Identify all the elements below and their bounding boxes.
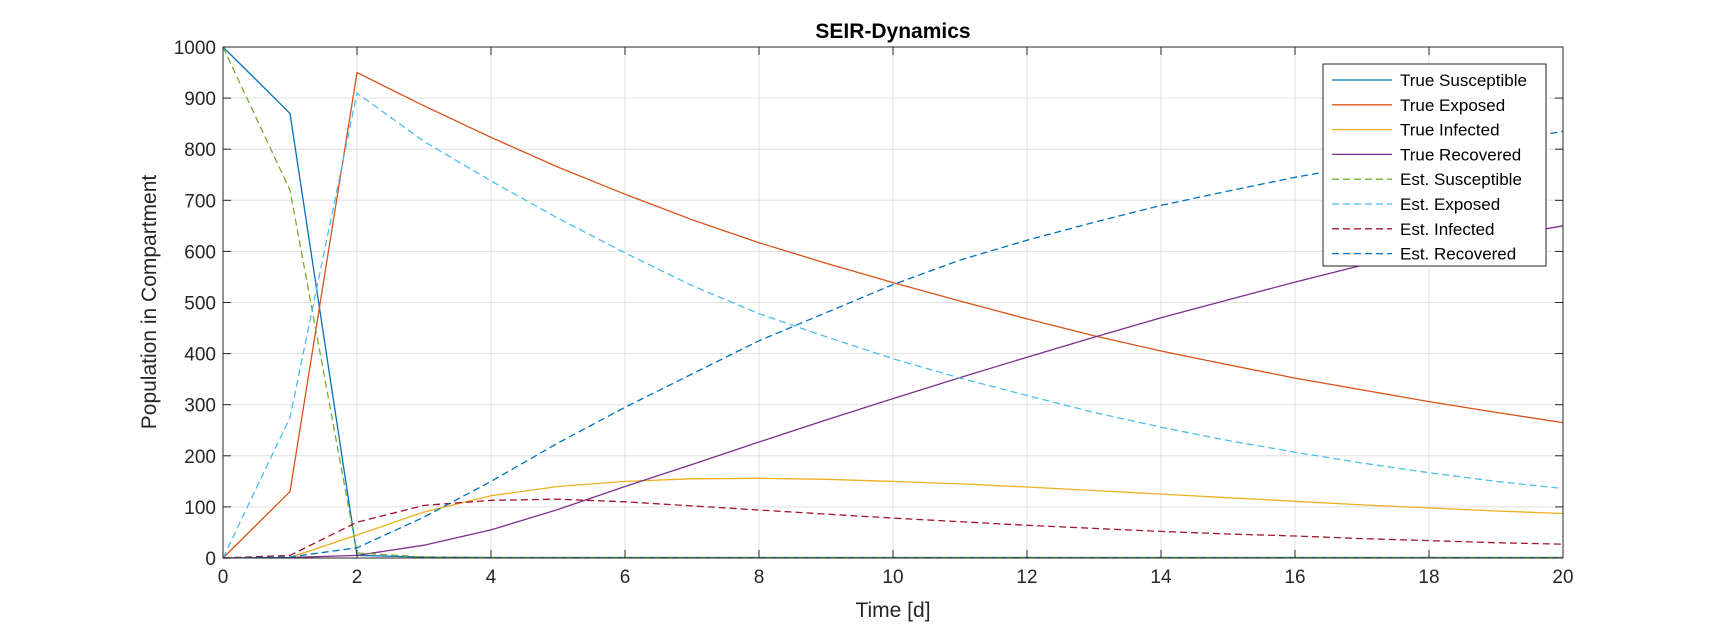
x-axis-label: Time [d]	[855, 599, 930, 622]
legend-label-est-recovered: Est. Recovered	[1400, 245, 1516, 264]
legend-label-est-exposed: Est. Exposed	[1400, 195, 1500, 214]
chart-title: SEIR-Dynamics	[815, 20, 970, 43]
y-tick-label: 700	[184, 191, 216, 212]
y-tick-label: 200	[184, 447, 216, 468]
x-tick-label: 14	[1150, 567, 1172, 588]
x-tick-label: 18	[1418, 567, 1439, 588]
legend: True Susceptible True Exposed True Infecte…	[1322, 63, 1547, 267]
x-tick-label: 2	[352, 567, 363, 588]
legend-label-true-recovered: True Recovered	[1400, 145, 1521, 164]
legend-box	[1322, 63, 1547, 267]
x-tick-label: 20	[1552, 567, 1573, 588]
y-tick-labels: 0 100 200 300 400 500 600 700 800 900 1000	[174, 38, 216, 570]
x-tick-label: 6	[620, 567, 631, 588]
series-line-true-recovered	[222, 225, 1564, 559]
y-tick-label: 400	[184, 345, 216, 366]
x-tick-labels: 0 2 4 6 8 10 12 14 16 18 20	[218, 567, 1574, 588]
x-tick-label: 8	[754, 567, 765, 588]
series-line-est-exposed	[222, 92, 1564, 559]
series-line-true-exposed	[222, 71, 1564, 559]
y-tick-label: 500	[184, 294, 216, 315]
y-tick-label: 100	[184, 498, 216, 519]
series-line-true-infected	[222, 477, 1564, 559]
y-tick-label: 1000	[174, 38, 216, 59]
legend-label-true-infected: True Infected	[1400, 121, 1500, 140]
legend-label-est-susceptible: Est. Susceptible	[1400, 170, 1522, 189]
x-tick-label: 12	[1016, 567, 1037, 588]
y-tick-label: 0	[205, 549, 216, 570]
y-tick-label: 600	[184, 242, 216, 263]
y-axis-label: Population in Compartment	[138, 175, 161, 430]
y-tick-label: 900	[184, 89, 216, 110]
legend-label-true-exposed: True Exposed	[1400, 96, 1505, 115]
x-tick-label: 16	[1284, 567, 1305, 588]
x-tick-label: 10	[882, 567, 903, 588]
x-tick-label: 4	[486, 567, 497, 588]
series-line-est-infected	[222, 498, 1564, 559]
legend-label-true-susceptible: True Susceptible	[1400, 71, 1527, 90]
y-tick-label: 300	[184, 396, 216, 417]
legend-label-est-infected: Est. Infected	[1400, 220, 1495, 239]
ticks	[222, 46, 1564, 559]
y-tick-label: 800	[184, 140, 216, 161]
x-tick-label: 0	[218, 567, 229, 588]
